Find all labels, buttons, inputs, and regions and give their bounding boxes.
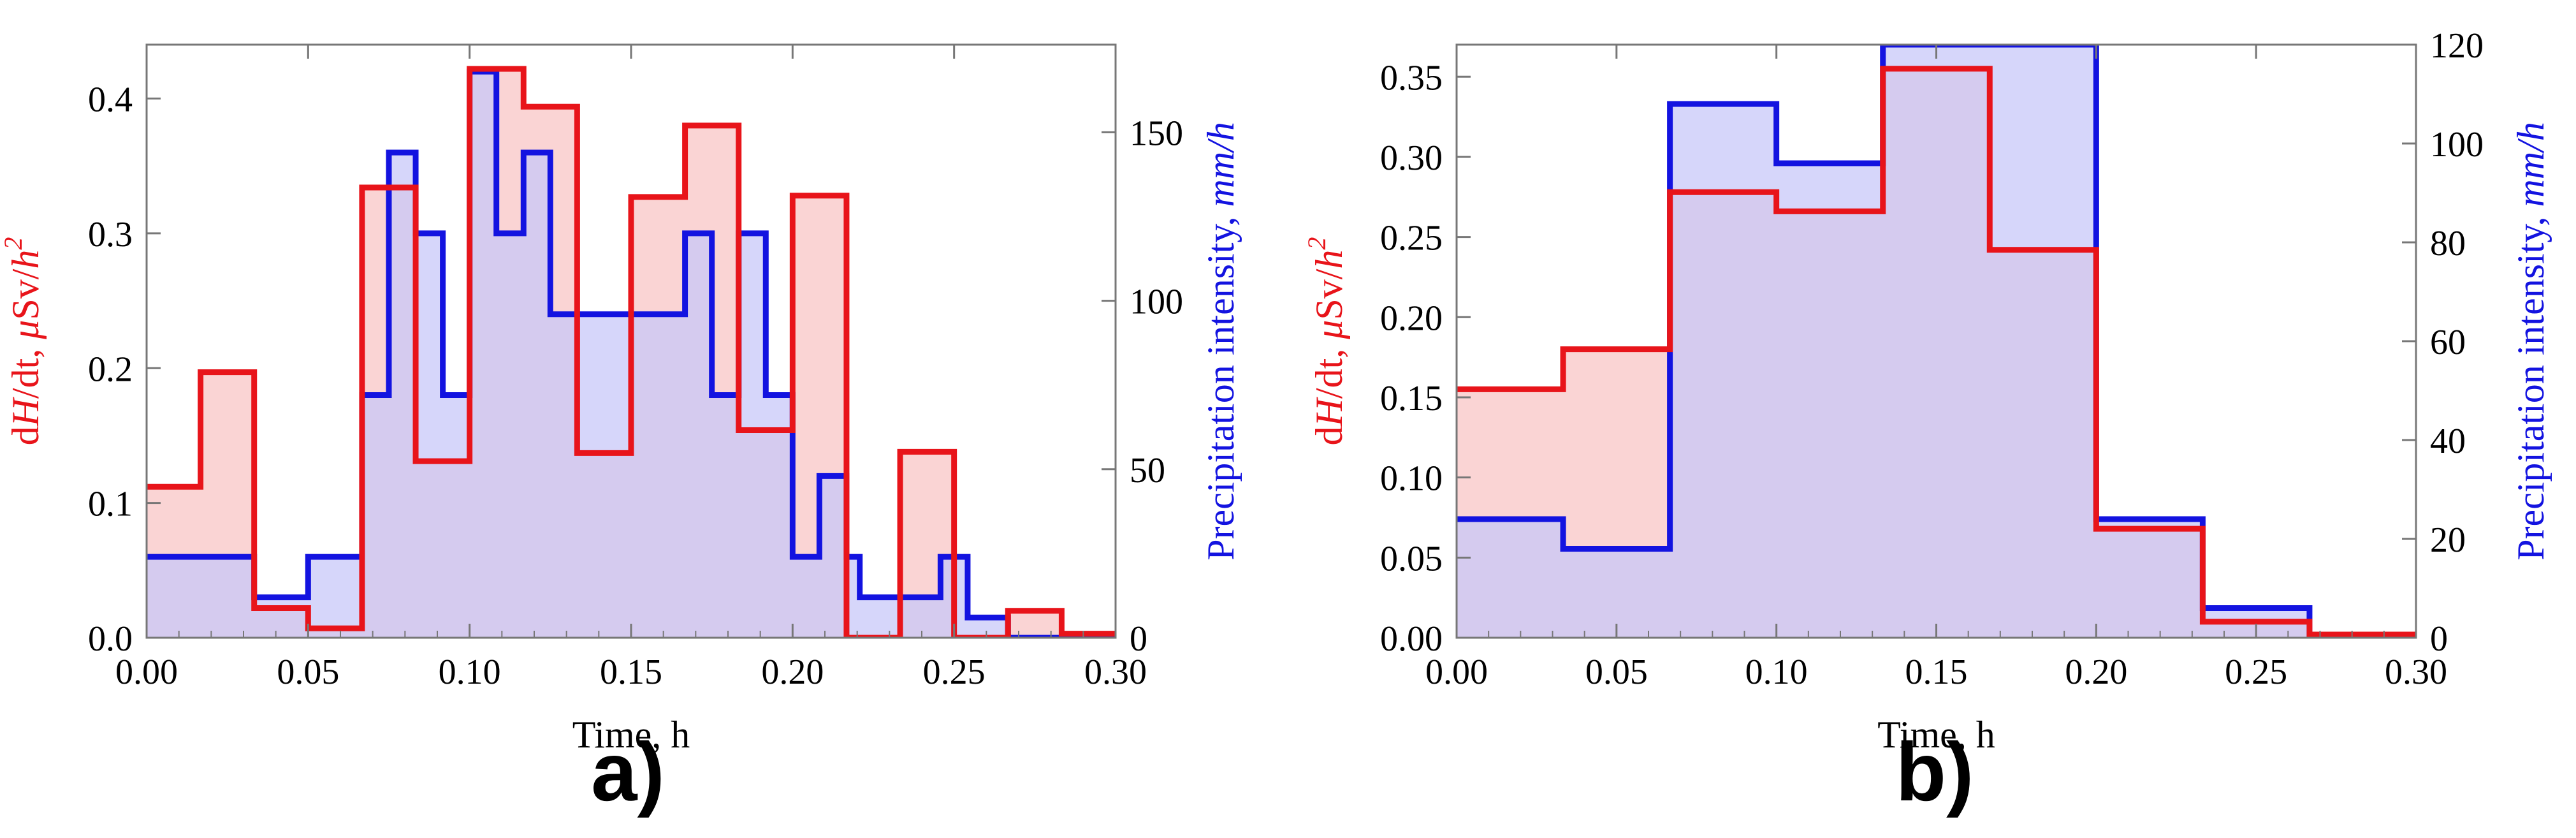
y-left-tick-label: 0.3 <box>88 215 133 254</box>
dose-rate-line <box>1457 66 2416 638</box>
y-right-tick-label: 100 <box>1130 283 1183 322</box>
x-tick-label: 0.30 <box>2385 652 2447 692</box>
panel-label: b) <box>1896 725 1974 818</box>
plot-area <box>1457 45 2416 638</box>
y-left-label-H: H <box>4 396 47 427</box>
x-tick-label: 0.25 <box>923 652 986 692</box>
y-left-label-h2: h <box>4 250 47 269</box>
y-left-tick-label: 0.15 <box>1380 379 1443 418</box>
y-left-label-post: /dt, <box>4 339 47 399</box>
y-right-tick-label: 120 <box>2430 26 2484 66</box>
y-left-label-h2: h <box>1308 250 1350 269</box>
y-left-tick-label: 0.00 <box>1380 619 1443 659</box>
y-right-label-unit: mm/h <box>2510 122 2552 207</box>
y-right-tick-label: 80 <box>2430 224 2466 263</box>
x-tick-label: 0.15 <box>600 652 662 692</box>
x-axis-label: Time, h <box>572 714 690 756</box>
y-right-tick-label: 0 <box>2430 619 2448 659</box>
y-right-tick-label: 150 <box>1130 114 1183 153</box>
panel-b-chart: 0.00 0.05 0.10 0.15 0.20 0.25 0.30 0.00 0.05 0.10… <box>1302 26 2552 818</box>
y-left-label-pre: d <box>1308 426 1350 445</box>
x-tick-label: 0.20 <box>761 652 824 692</box>
y-left-label-unit: Sv/ <box>4 268 47 320</box>
y-left-tick-label: 0.0 <box>88 619 133 659</box>
y-right-tick-label: 20 <box>2430 520 2466 560</box>
y-right-label-text: Precipitation intensity, <box>1200 207 1242 560</box>
y-left-label-mu: μ <box>1308 320 1350 340</box>
y-left-label-mu: μ <box>4 320 47 340</box>
panel-a-chart: 0.00 0.05 0.10 0.15 0.20 0.25 0.300.00.10.20.3… <box>0 43 1242 818</box>
y-left-tick-label: 0.05 <box>1380 539 1443 578</box>
y-right-label-text: Precipitation intensity, <box>2510 207 2552 560</box>
y-left-label-sup: 2 <box>0 237 27 250</box>
x-tick-label: 0.25 <box>2225 652 2287 692</box>
x-tick-label: 0.00 <box>1425 652 1488 692</box>
y-left-tick-label: 0.4 <box>88 80 133 120</box>
y-left-label-sup: 2 <box>1302 237 1331 250</box>
x-tick-label: 0.30 <box>1084 652 1147 692</box>
y-right-tick-label: 40 <box>2430 422 2466 461</box>
y-right-axis-label: Precipitation intensity, mm/h <box>1200 122 1242 561</box>
y-right-label-unit: mm/h <box>1200 122 1242 207</box>
y-left-tick-label: 0.25 <box>1380 219 1443 258</box>
y-left-tick-label: 0.20 <box>1380 298 1443 338</box>
x-axis-label: Time, h <box>1877 714 1995 756</box>
y-left-axis-label: dH/dt, μSv/h2 <box>1302 237 1350 446</box>
y-right-tick-label: 60 <box>2430 323 2466 362</box>
y-left-label-unit: Sv/ <box>1308 268 1350 320</box>
y-left-tick-label: 0.10 <box>1380 459 1443 499</box>
y-right-tick-label: 0 <box>1130 619 1147 659</box>
y-left-tick-label: 0.35 <box>1380 58 1443 98</box>
y-right-tick-label: 50 <box>1130 451 1165 490</box>
x-tick-label: 0.15 <box>1905 652 1968 692</box>
panel-label: a) <box>591 725 665 818</box>
x-tick-label: 0.05 <box>277 652 339 692</box>
y-left-label-pre: d <box>4 426 47 445</box>
y-left-tick-label: 0.2 <box>88 349 133 389</box>
x-tick-label: 0.20 <box>2065 652 2127 692</box>
precipitation-line <box>147 68 1116 638</box>
precipitation-line <box>1457 45 2416 638</box>
y-left-label-post: /dt, <box>1308 339 1350 399</box>
x-tick-label: 0.10 <box>439 652 501 692</box>
y-left-tick-label: 0.1 <box>88 485 133 524</box>
y-left-tick-label: 0.30 <box>1380 138 1443 178</box>
x-tick-label: 0.00 <box>115 652 178 692</box>
y-right-axis-label: Precipitation intensity, mm/h <box>2510 122 2552 561</box>
y-left-axis-label: dH/dt, μSv/h2 <box>0 237 47 446</box>
y-left-label-H: H <box>1308 396 1350 427</box>
y-right-tick-label: 100 <box>2430 125 2484 165</box>
x-tick-label: 0.05 <box>1585 652 1648 692</box>
plot-area <box>147 66 1116 638</box>
x-tick-label: 0.10 <box>1745 652 1808 692</box>
